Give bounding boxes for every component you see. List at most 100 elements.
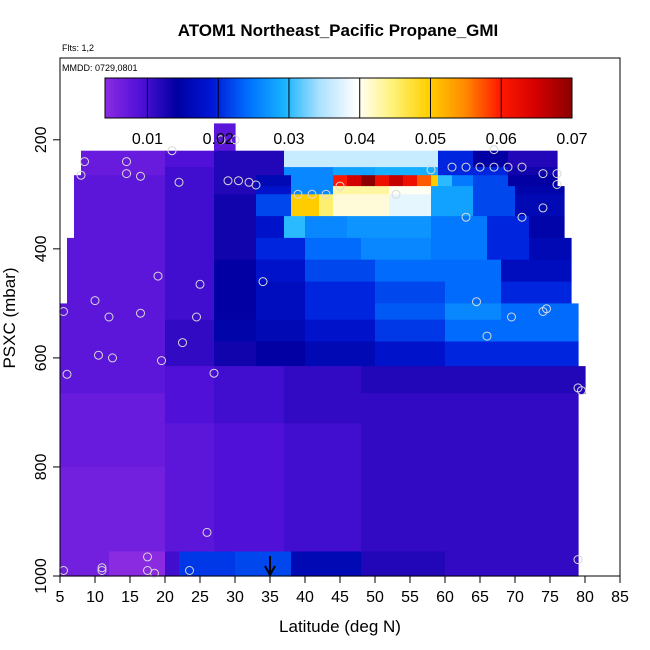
- colorbar-swatch: [466, 78, 471, 118]
- heatmap-cell: [305, 341, 376, 367]
- heatmap-cell: [67, 237, 166, 261]
- colorbar-swatch: [236, 78, 240, 118]
- heatmap-cell: [60, 319, 166, 343]
- colorbar-tick-label: 0.02: [203, 131, 234, 148]
- colorbar-swatch: [320, 78, 325, 118]
- heatmap-cell: [445, 341, 502, 367]
- heatmap-cell: [284, 167, 334, 176]
- heatmap-cell: [375, 167, 439, 176]
- colorbar-swatch: [201, 78, 205, 118]
- colorbar-swatch: [548, 78, 553, 118]
- sample-point: [482, 331, 492, 341]
- colorbar-swatch: [385, 78, 389, 118]
- x-tick-label: 35: [261, 589, 279, 606]
- sample-point: [136, 171, 145, 181]
- marker: [264, 556, 276, 578]
- heatmap-cell: [445, 366, 516, 394]
- colorbar-swatch: [487, 78, 491, 118]
- heatmap-cell: [319, 194, 334, 217]
- heatmap-cell: [347, 175, 362, 187]
- marker-arrow-head: [264, 565, 276, 578]
- colorbar-swatch: [195, 78, 199, 118]
- colorbar-swatch: [393, 78, 398, 118]
- colorbar-swatch: [265, 78, 269, 118]
- heatmap-cell: [165, 186, 215, 195]
- heatmap-cell: [60, 423, 166, 468]
- colorbar-swatch: [198, 78, 202, 118]
- colorbar-swatch: [539, 78, 544, 118]
- heatmap-cell: [165, 510, 215, 553]
- heatmap-cell: [515, 423, 579, 468]
- colorbar-swatch: [297, 78, 302, 118]
- heatmap-cell: [74, 216, 166, 239]
- heatmap-cell: [305, 303, 376, 321]
- sample-point: [80, 157, 89, 167]
- colorbar-swatch: [259, 78, 264, 118]
- colorbar-tick-label: 0.06: [486, 131, 517, 148]
- colorbar-swatch: [283, 78, 287, 118]
- colorbar-swatch: [280, 78, 284, 118]
- heatmap-cell: [445, 259, 502, 283]
- heatmap-cell: [165, 150, 215, 168]
- heatmap-cell: [165, 319, 215, 343]
- sample-point: [573, 555, 583, 565]
- colorbar-swatch: [443, 78, 447, 118]
- heatmap-cell: [256, 216, 285, 239]
- heatmap-cell: [431, 194, 474, 217]
- colorbar-swatch: [531, 78, 535, 118]
- heatmap-cell: [291, 194, 320, 217]
- colorbar-swatch: [329, 78, 334, 118]
- sample-point: [461, 162, 471, 172]
- colorbar-swatch: [370, 78, 375, 118]
- colorbar-swatch: [154, 78, 159, 118]
- colorbar-swatch: [172, 78, 176, 118]
- sample-point: [62, 369, 72, 379]
- heatmap-cell: [375, 319, 446, 343]
- colorbar-swatch: [277, 78, 281, 118]
- heatmap-cell: [214, 393, 285, 424]
- colorbar-swatch: [163, 78, 167, 118]
- heatmap-cell: [284, 150, 439, 168]
- sample-point: [209, 368, 219, 378]
- heatmap-cell: [109, 551, 166, 577]
- colorbar-swatch: [233, 78, 237, 118]
- colorbar-swatch: [315, 78, 319, 118]
- heatmap-cell: [214, 303, 257, 321]
- sample-point: [321, 189, 331, 199]
- heatmap-cell: [375, 341, 446, 367]
- colorbar-tick-label: 0.04: [344, 131, 375, 148]
- heatmap-cell: [214, 175, 257, 187]
- heatmap-cell: [445, 551, 516, 577]
- sample-point: [461, 212, 471, 222]
- heatmap-cell: [361, 423, 446, 468]
- x-tick-label: 65: [471, 589, 489, 606]
- heatmap-cell: [501, 281, 572, 304]
- colorbar-swatch: [490, 78, 494, 118]
- colorbar-swatch: [116, 78, 121, 118]
- y-axis-label: PSXC (mbar): [0, 267, 19, 368]
- sample-point: [293, 189, 303, 199]
- heatmap-cell: [214, 319, 257, 343]
- colorbar-swatch: [285, 78, 290, 118]
- sample-point: [216, 135, 226, 145]
- heatmap-cell: [375, 259, 446, 283]
- heatmap-cell: [305, 259, 376, 283]
- heatmap-cell: [529, 237, 572, 261]
- colorbar-swatch: [367, 78, 372, 118]
- heatmap-cell: [417, 175, 432, 187]
- sample-point: [174, 177, 184, 187]
- colorbar-swatch: [405, 78, 410, 118]
- colorbar-swatch: [242, 78, 246, 118]
- sample-point: [489, 145, 499, 155]
- heatmap-cell: [214, 150, 285, 168]
- heatmap-cell: [375, 175, 390, 187]
- colorbar-swatch: [519, 78, 523, 118]
- sample-point: [538, 203, 548, 213]
- colorbar-swatch: [411, 78, 415, 118]
- heatmap-cell: [214, 259, 257, 283]
- colorbar-swatch: [501, 78, 506, 118]
- colorbar-swatch: [274, 78, 278, 118]
- colorbar-swatch: [510, 78, 515, 118]
- heatmap-cell: [60, 303, 166, 321]
- x-tick-label: 40: [296, 589, 314, 606]
